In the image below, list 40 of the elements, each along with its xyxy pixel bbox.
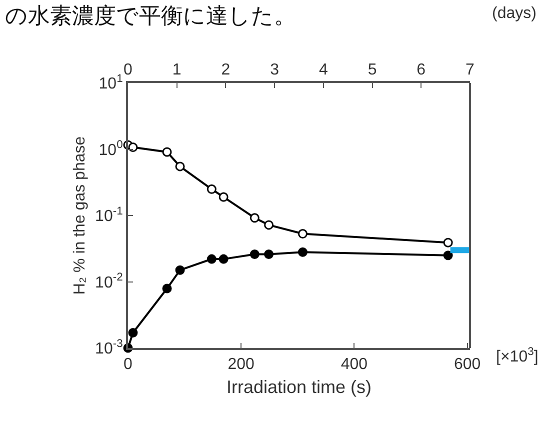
point <box>206 254 216 264</box>
point <box>128 328 138 338</box>
x-tick-label: 600 <box>454 356 481 374</box>
point <box>162 147 172 157</box>
point <box>175 265 185 275</box>
point <box>264 220 274 230</box>
point <box>175 162 185 172</box>
x2-tick-label: 1 <box>172 62 182 79</box>
x2-tick-label: 4 <box>318 62 328 79</box>
point <box>218 192 228 202</box>
point <box>443 250 453 260</box>
x-tick-label: 200 <box>228 356 255 374</box>
x2-tick-label: 7 <box>466 62 475 79</box>
x2-tick-label: 0 <box>124 62 133 79</box>
y-tick-label: 10$^{-2}$ <box>95 272 123 292</box>
x2-axis-title: (days) <box>492 5 536 22</box>
y-tick-label: 10$^{1}$ <box>98 72 123 93</box>
x2-tick-label: 6 <box>416 62 426 79</box>
point <box>443 238 453 248</box>
chart-title: の水素濃度で平衡に達した。 <box>5 4 296 29</box>
x2-tick-label: 5 <box>368 62 377 79</box>
y-tick-label: 10$^{-1}$ <box>95 205 123 226</box>
point <box>298 247 308 257</box>
point <box>250 250 260 260</box>
x2-tick-label: 3 <box>270 62 280 79</box>
y-tick-label: 10$^{-3}$ <box>95 338 123 358</box>
x2-tick-label: 2 <box>221 62 230 79</box>
point <box>298 229 308 239</box>
x-tick-label: 0 <box>124 356 133 374</box>
text: [×10$^{3}$] <box>496 346 538 366</box>
point <box>218 254 228 264</box>
point <box>264 250 274 260</box>
y-axis-title: H₂ % in the gas phase <box>71 136 88 295</box>
x-axis-title: Irradiation time (s) <box>226 376 372 397</box>
point <box>250 213 260 223</box>
point <box>128 142 138 152</box>
x-tick-label: 400 <box>340 356 368 374</box>
point <box>162 284 172 294</box>
point <box>206 184 216 194</box>
y-tick-label: 10$^{0}$ <box>98 139 123 159</box>
